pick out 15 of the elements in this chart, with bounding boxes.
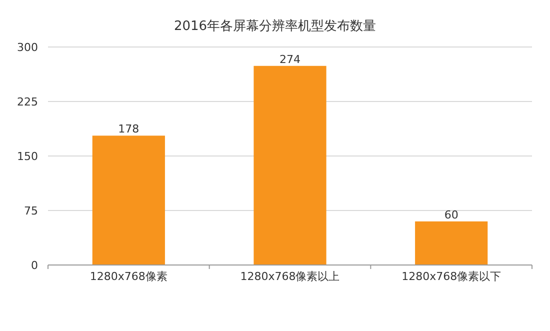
x-tick-label: 1280x768像素以下 <box>402 270 502 283</box>
y-tick-label: 0 <box>31 259 38 272</box>
y-tick-label: 75 <box>24 204 38 218</box>
bar <box>254 66 326 265</box>
chart-title: 2016年各屏幕分辨率机型发布数量 <box>174 18 376 34</box>
y-tick-label: 150 <box>17 150 38 163</box>
data-label: 274 <box>280 52 300 66</box>
data-label: 60 <box>444 208 458 222</box>
y-tick-label: 225 <box>17 96 38 108</box>
x-tick-label: 1280x768像素 <box>90 270 168 283</box>
data-label: 178 <box>118 122 140 136</box>
x-tick-label: 1280x768像素以上 <box>240 270 340 283</box>
y-tick-label: 300 <box>17 41 38 54</box>
bar <box>415 221 488 265</box>
bar <box>92 136 165 265</box>
